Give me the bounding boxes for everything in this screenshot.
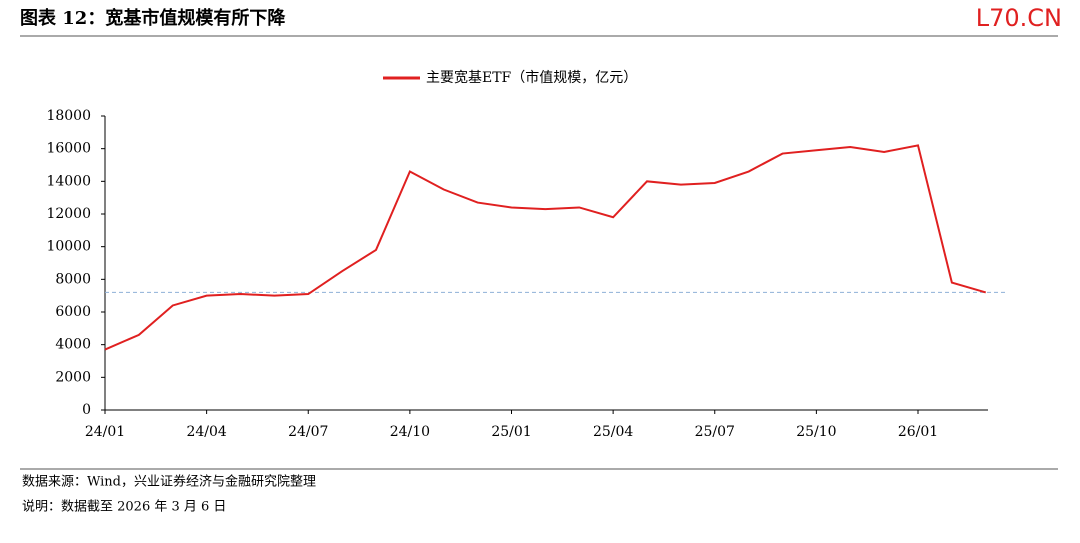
x-tick-label: 25/01 <box>491 424 531 440</box>
x-tick-label: 24/04 <box>186 424 226 440</box>
y-tick-label: 18000 <box>46 108 91 124</box>
y-tick-label: 4000 <box>55 337 91 353</box>
y-tick-label: 14000 <box>46 173 91 189</box>
y-tick-label: 6000 <box>55 304 91 320</box>
note: 说明：数据截至 2026 年 3 月 6 日 <box>22 500 226 515</box>
source: 数据来源：Wind，兴业证券经济与金融研究院整理 <box>22 474 316 490</box>
y-tick-label: 16000 <box>46 141 91 157</box>
x-tick-label: 24/01 <box>85 424 125 440</box>
x-tick-label: 26/01 <box>898 424 938 440</box>
brand: L70.CN <box>976 4 1062 32</box>
x-tick-label: 25/04 <box>593 424 633 440</box>
x-tick-label: 25/10 <box>796 424 836 440</box>
y-tick-label: 2000 <box>55 369 91 385</box>
series-line <box>104 144 987 351</box>
y-tick-label: 8000 <box>55 271 91 287</box>
legend-label: 主要宽基ETF（市值规模，亿元） <box>426 69 637 86</box>
x-tick-label: 24/07 <box>288 424 328 440</box>
y-tick-label: 0 <box>82 402 91 418</box>
page-title: 图表 12：宽基市值规模有所下降 <box>20 7 286 29</box>
y-tick-label: 12000 <box>46 206 91 222</box>
y-tick-label: 10000 <box>46 239 91 255</box>
x-tick-label: 25/07 <box>695 424 735 440</box>
x-tick-label: 24/10 <box>390 424 430 440</box>
